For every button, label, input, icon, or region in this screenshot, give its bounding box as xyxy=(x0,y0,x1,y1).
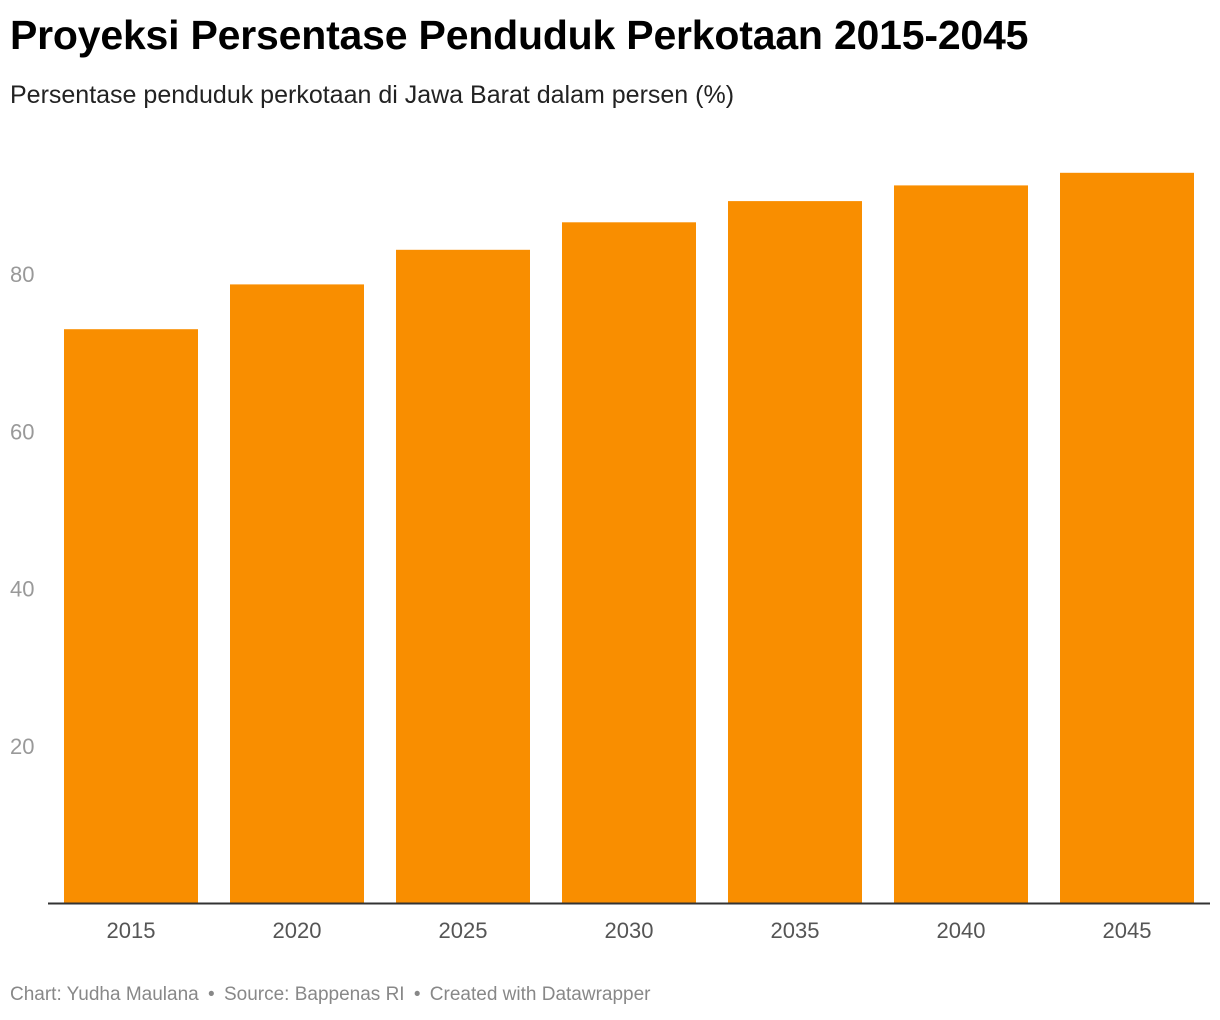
x-tick-label: 2035 xyxy=(771,918,820,943)
bar-2025 xyxy=(396,249,530,904)
y-tick-label: 20 xyxy=(10,734,34,759)
footer-separator: • xyxy=(208,984,215,1005)
chart-footer: Chart: Yudha Maulana • Source: Bappenas … xyxy=(10,984,651,1006)
x-tick-label: 2020 xyxy=(273,918,322,943)
x-axis-ticks: 2015 2020 2025 2030 2035 2040 2045 xyxy=(107,918,1152,943)
bars-group xyxy=(64,172,1194,904)
y-tick-label: 60 xyxy=(10,419,34,444)
bar-2045 xyxy=(1060,172,1194,904)
x-tick-label: 2030 xyxy=(605,918,654,943)
bar-2035 xyxy=(728,201,862,904)
x-tick-label: 2015 xyxy=(107,918,156,943)
bar-2030 xyxy=(562,222,696,904)
chart-title: Proyeksi Persentase Penduduk Perkotaan 2… xyxy=(10,12,1029,58)
footer-source: Source: Bappenas RI xyxy=(223,984,405,1005)
y-axis-ticks: 20 40 60 80 xyxy=(10,262,34,759)
x-tick-label: 2040 xyxy=(937,918,986,943)
bar-2020 xyxy=(230,284,364,903)
y-tick-label: 80 xyxy=(10,262,34,287)
footer-credit: Created with Datawrapper xyxy=(429,984,651,1005)
bar-2015 xyxy=(64,329,198,903)
chart-subtitle: Persentase penduduk perkotaan di Jawa Ba… xyxy=(10,81,735,109)
y-tick-label: 40 xyxy=(10,577,34,602)
x-tick-label: 2045 xyxy=(1103,918,1152,943)
footer-author: Chart: Yudha Maulana xyxy=(10,984,199,1005)
bar-2040 xyxy=(894,185,1028,903)
x-tick-label: 2025 xyxy=(439,918,488,943)
footer-separator: • xyxy=(413,984,421,1005)
